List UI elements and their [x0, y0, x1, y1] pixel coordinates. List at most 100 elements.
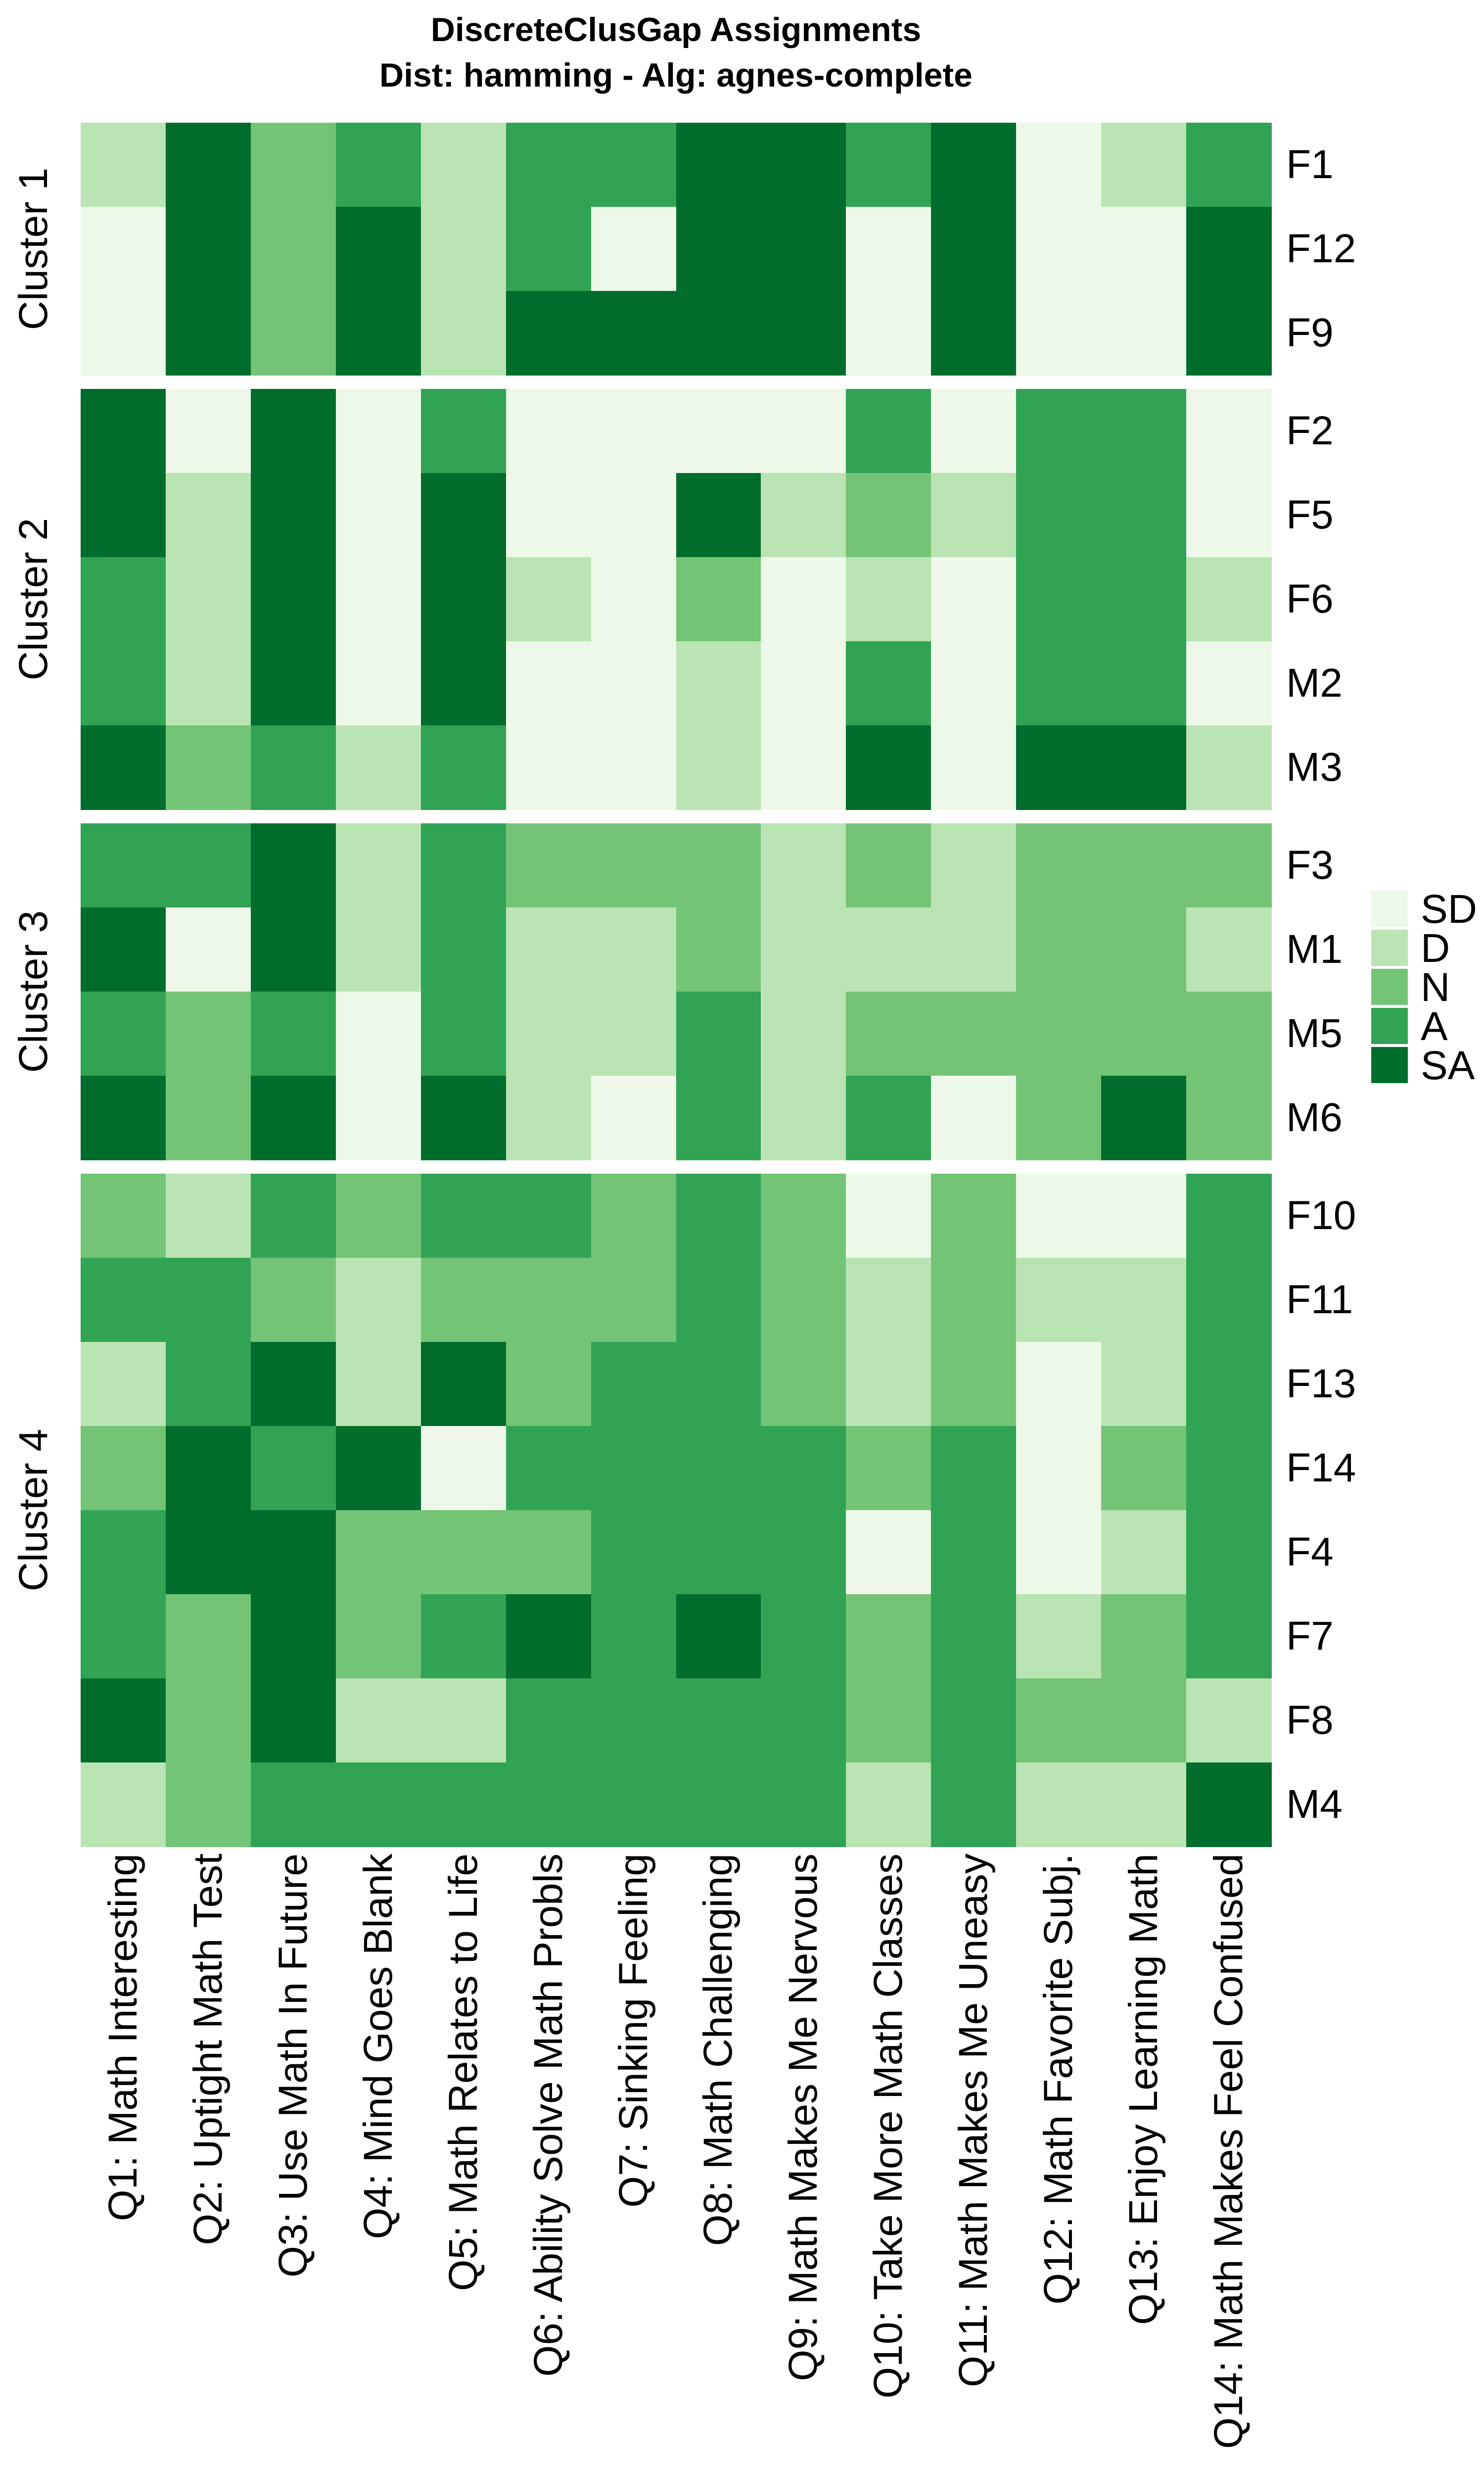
- heatmap-cell: [1186, 1762, 1272, 1847]
- heatmap-cell: [761, 207, 847, 291]
- heatmap-cell: [506, 207, 592, 291]
- heatmap-cell: [761, 389, 847, 474]
- heatmap-cell: [250, 1426, 336, 1511]
- legend-label-SD: SD: [1421, 887, 1477, 932]
- heatmap-cell: [1101, 1510, 1187, 1595]
- heatmap-cell: [165, 473, 251, 558]
- legend-item-SA: SA: [1371, 1046, 1484, 1086]
- heatmap-cell: [1016, 291, 1102, 376]
- heatmap-cell: [1101, 1174, 1187, 1258]
- heatmap-cell: [165, 291, 251, 376]
- heatmap-cell: [591, 1762, 677, 1847]
- heatmap-cell: [761, 291, 847, 376]
- heatmap-cell: [1016, 557, 1102, 642]
- heatmap-cell: [420, 1342, 507, 1427]
- heatmap-cell: [420, 123, 507, 207]
- row-label-F4: F4: [1286, 1529, 1334, 1574]
- heatmap-cell: [846, 1258, 931, 1342]
- x-axis-label-text: Q8: Math Challenging: [696, 1854, 741, 2246]
- heatmap-cell: [1016, 389, 1102, 474]
- heatmap-cell: [591, 557, 677, 642]
- heatmap-cell: [676, 207, 762, 291]
- heatmap-cell: [335, 1678, 421, 1763]
- heatmap-cell: [1186, 473, 1272, 558]
- heatmap-cell: [506, 823, 592, 908]
- heatmap-cell: [846, 1174, 931, 1258]
- heatmap-cell: [165, 1762, 251, 1847]
- heatmap-cell: [591, 1342, 677, 1427]
- legend-swatch-D: [1371, 930, 1408, 966]
- heatmap-cell: [1101, 473, 1187, 558]
- heatmap-cell: [591, 823, 677, 908]
- heatmap-cell: [81, 1258, 166, 1342]
- heatmap-cell: [81, 291, 166, 376]
- row-label-F14: F14: [1286, 1445, 1356, 1490]
- heatmap-cell: [420, 1510, 507, 1595]
- row-label-F8: F8: [1286, 1698, 1334, 1743]
- row-label-F10: F10: [1286, 1193, 1356, 1238]
- heatmap-cell: [420, 992, 507, 1076]
- heatmap-cell: [931, 725, 1017, 810]
- heatmap-cell: [846, 1678, 931, 1763]
- x-axis-label-text: Q10: Take More Math Classes: [866, 1854, 911, 2399]
- heatmap-cell: [335, 1594, 421, 1679]
- heatmap-cell: [1186, 1258, 1272, 1342]
- heatmap-cell: [1016, 473, 1102, 558]
- row-label-F12: F12: [1286, 226, 1356, 271]
- heatmap-cell: [81, 1342, 166, 1427]
- x-axis-label-text: Q9: Math Makes Me Nervous: [781, 1854, 826, 2381]
- heatmap-cell: [846, 641, 931, 726]
- heatmap-cell: [165, 1594, 251, 1679]
- heatmap-cell: [165, 123, 251, 207]
- heatmap-cell: [250, 641, 336, 726]
- x-axis-label-text: Q13: Enjoy Learning Math: [1121, 1854, 1166, 2325]
- heatmap-cell: [1016, 1678, 1102, 1763]
- row-label-M4: M4: [1286, 1782, 1343, 1827]
- cluster-label-text: Cluster 4: [11, 1428, 56, 1592]
- legend-label-A: A: [1421, 1004, 1448, 1049]
- heatmap-cell: [506, 389, 592, 474]
- x-axis-label-text: Q4: Mind Goes Blank: [355, 1854, 401, 2239]
- heatmap-cell: [931, 389, 1017, 474]
- heatmap-cell: [420, 725, 507, 810]
- row-label-F13: F13: [1286, 1361, 1356, 1406]
- heatmap-cell: [676, 1076, 762, 1160]
- heatmap-cell: [761, 992, 847, 1076]
- legend-item-SD: SD: [1371, 887, 1484, 932]
- heatmap-cell: [165, 1174, 251, 1258]
- heatmap-cell: [420, 291, 507, 376]
- heatmap-cell: [761, 1594, 847, 1679]
- heatmap-cell: [1186, 1342, 1272, 1427]
- heatmap-cell: [335, 1426, 421, 1511]
- heatmap-cell: [1101, 907, 1187, 992]
- heatmap-cell: [335, 291, 421, 376]
- heatmap-cell: [931, 1076, 1017, 1160]
- heatmap-cell: [506, 1762, 592, 1847]
- heatmap-cell: [506, 1594, 592, 1679]
- row-label-M5: M5: [1286, 1011, 1343, 1056]
- heatmap-cell: [506, 641, 592, 726]
- heatmap-cell: [1186, 1594, 1272, 1679]
- heatmap-cell: [420, 1174, 507, 1258]
- heatmap-cell: [506, 1510, 592, 1595]
- heatmap-cell: [335, 907, 421, 992]
- x-axis-label-text: Q11: Math Makes Me Uneasy: [951, 1854, 996, 2387]
- heatmap-cell: [761, 1076, 847, 1160]
- heatmap-cell: [81, 725, 166, 810]
- heatmap-cell: [1186, 907, 1272, 992]
- heatmap-cell: [335, 725, 421, 810]
- cluster-label-text: Cluster 1: [11, 167, 56, 331]
- heatmap-cell: [506, 473, 592, 558]
- heatmap-cell: [165, 992, 251, 1076]
- heatmap-cell: [931, 1762, 1017, 1847]
- heatmap-cell: [676, 1762, 762, 1847]
- heatmap-cell: [506, 557, 592, 642]
- heatmap-cell: [81, 823, 166, 908]
- heatmap-cell: [335, 641, 421, 726]
- heatmap-cell: [250, 207, 336, 291]
- heatmap-cell: [335, 123, 421, 207]
- legend-swatch-N: [1371, 969, 1408, 1005]
- heatmap-cell: [335, 1510, 421, 1595]
- heatmap-cell: [81, 1678, 166, 1763]
- heatmap-cell: [846, 992, 931, 1076]
